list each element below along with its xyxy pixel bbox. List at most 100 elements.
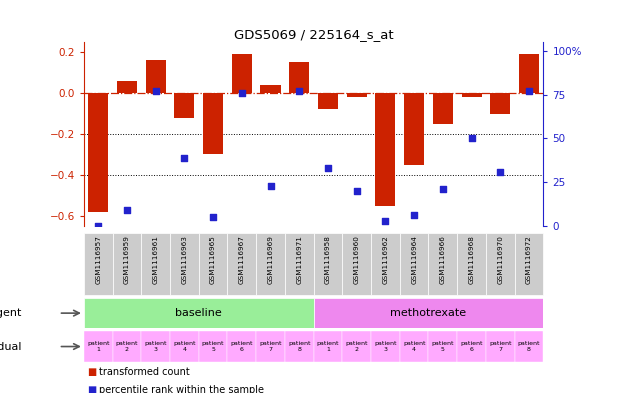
Point <box>496 169 505 175</box>
Text: percentile rank within the sample: percentile rank within the sample <box>99 385 265 393</box>
Bar <box>519 54 539 93</box>
Bar <box>404 93 424 165</box>
Text: ■: ■ <box>87 367 96 377</box>
Text: patient
5: patient 5 <box>432 341 454 352</box>
Bar <box>428 331 457 362</box>
Point <box>294 88 304 94</box>
Bar <box>112 233 142 295</box>
Bar <box>515 233 543 295</box>
Bar <box>84 233 112 295</box>
Bar <box>203 93 223 154</box>
Bar <box>400 233 428 295</box>
Point <box>409 212 419 219</box>
Bar <box>84 331 112 362</box>
Text: patient
8: patient 8 <box>288 341 310 352</box>
Text: GSM1116961: GSM1116961 <box>153 235 158 284</box>
Bar <box>285 233 314 295</box>
Text: GSM1116969: GSM1116969 <box>268 235 273 284</box>
Text: methotrexate: methotrexate <box>391 308 466 318</box>
Text: GSM1116968: GSM1116968 <box>469 235 474 284</box>
Text: GSM1116966: GSM1116966 <box>440 235 446 284</box>
Text: GSM1116964: GSM1116964 <box>411 235 417 284</box>
Bar <box>232 54 252 93</box>
Point <box>122 207 132 213</box>
Point <box>323 165 333 171</box>
Text: GSM1116965: GSM1116965 <box>210 235 216 284</box>
Text: patient
4: patient 4 <box>403 341 425 352</box>
Text: GSM1116958: GSM1116958 <box>325 235 331 284</box>
Text: GSM1116962: GSM1116962 <box>383 235 388 284</box>
Bar <box>428 233 457 295</box>
Point <box>438 186 448 192</box>
Bar <box>227 233 256 295</box>
Bar <box>457 233 486 295</box>
Bar <box>314 298 543 328</box>
Point <box>381 218 391 224</box>
Text: patient
1: patient 1 <box>87 341 109 352</box>
Bar <box>175 93 194 118</box>
Text: baseline: baseline <box>175 308 222 318</box>
Text: patient
6: patient 6 <box>460 341 483 352</box>
Title: GDS5069 / 225164_s_at: GDS5069 / 225164_s_at <box>233 28 394 41</box>
Bar <box>117 81 137 93</box>
Text: patient
7: patient 7 <box>489 341 512 352</box>
Text: GSM1116960: GSM1116960 <box>354 235 360 284</box>
Bar <box>227 331 256 362</box>
Text: GSM1116972: GSM1116972 <box>526 235 532 284</box>
Point <box>351 188 361 194</box>
Text: patient
8: patient 8 <box>518 341 540 352</box>
Text: GSM1116959: GSM1116959 <box>124 235 130 284</box>
Bar <box>342 331 371 362</box>
Bar <box>486 331 515 362</box>
Bar <box>142 331 170 362</box>
Text: GSM1116970: GSM1116970 <box>497 235 503 284</box>
Bar <box>347 93 367 97</box>
Point <box>237 90 247 96</box>
Bar <box>371 331 400 362</box>
Text: patient
7: patient 7 <box>260 341 282 352</box>
Bar <box>199 331 227 362</box>
Text: individual: individual <box>0 342 22 351</box>
Text: patient
1: patient 1 <box>317 341 339 352</box>
Text: GSM1116967: GSM1116967 <box>239 235 245 284</box>
Text: patient
6: patient 6 <box>230 341 253 352</box>
Point <box>151 88 161 94</box>
Text: GSM1116963: GSM1116963 <box>181 235 188 284</box>
Bar <box>314 233 342 295</box>
Point <box>208 214 218 220</box>
Bar <box>170 233 199 295</box>
Text: GSM1116971: GSM1116971 <box>296 235 302 284</box>
Bar <box>433 93 453 124</box>
Bar <box>457 331 486 362</box>
Bar <box>256 233 285 295</box>
Text: agent: agent <box>0 308 22 318</box>
Bar <box>142 233 170 295</box>
Bar <box>490 93 510 114</box>
Bar <box>371 233 400 295</box>
Bar <box>342 233 371 295</box>
Bar <box>400 331 428 362</box>
Bar <box>260 85 281 93</box>
Text: patient
2: patient 2 <box>345 341 368 352</box>
Bar <box>314 331 342 362</box>
Text: patient
3: patient 3 <box>374 341 397 352</box>
Point <box>179 154 189 161</box>
Text: GSM1116957: GSM1116957 <box>95 235 101 284</box>
Text: transformed count: transformed count <box>99 367 190 377</box>
Bar <box>145 61 166 93</box>
Point <box>466 135 476 141</box>
Point <box>93 223 103 229</box>
Text: ■: ■ <box>87 385 96 393</box>
Bar <box>461 93 482 97</box>
Bar <box>375 93 396 206</box>
Text: patient
5: patient 5 <box>202 341 224 352</box>
Bar <box>285 331 314 362</box>
Bar <box>515 331 543 362</box>
Bar <box>318 93 338 110</box>
Point <box>266 182 276 189</box>
Bar <box>289 62 309 93</box>
Bar <box>112 331 142 362</box>
Bar <box>256 331 285 362</box>
Text: patient
3: patient 3 <box>145 341 167 352</box>
Text: patient
2: patient 2 <box>116 341 138 352</box>
